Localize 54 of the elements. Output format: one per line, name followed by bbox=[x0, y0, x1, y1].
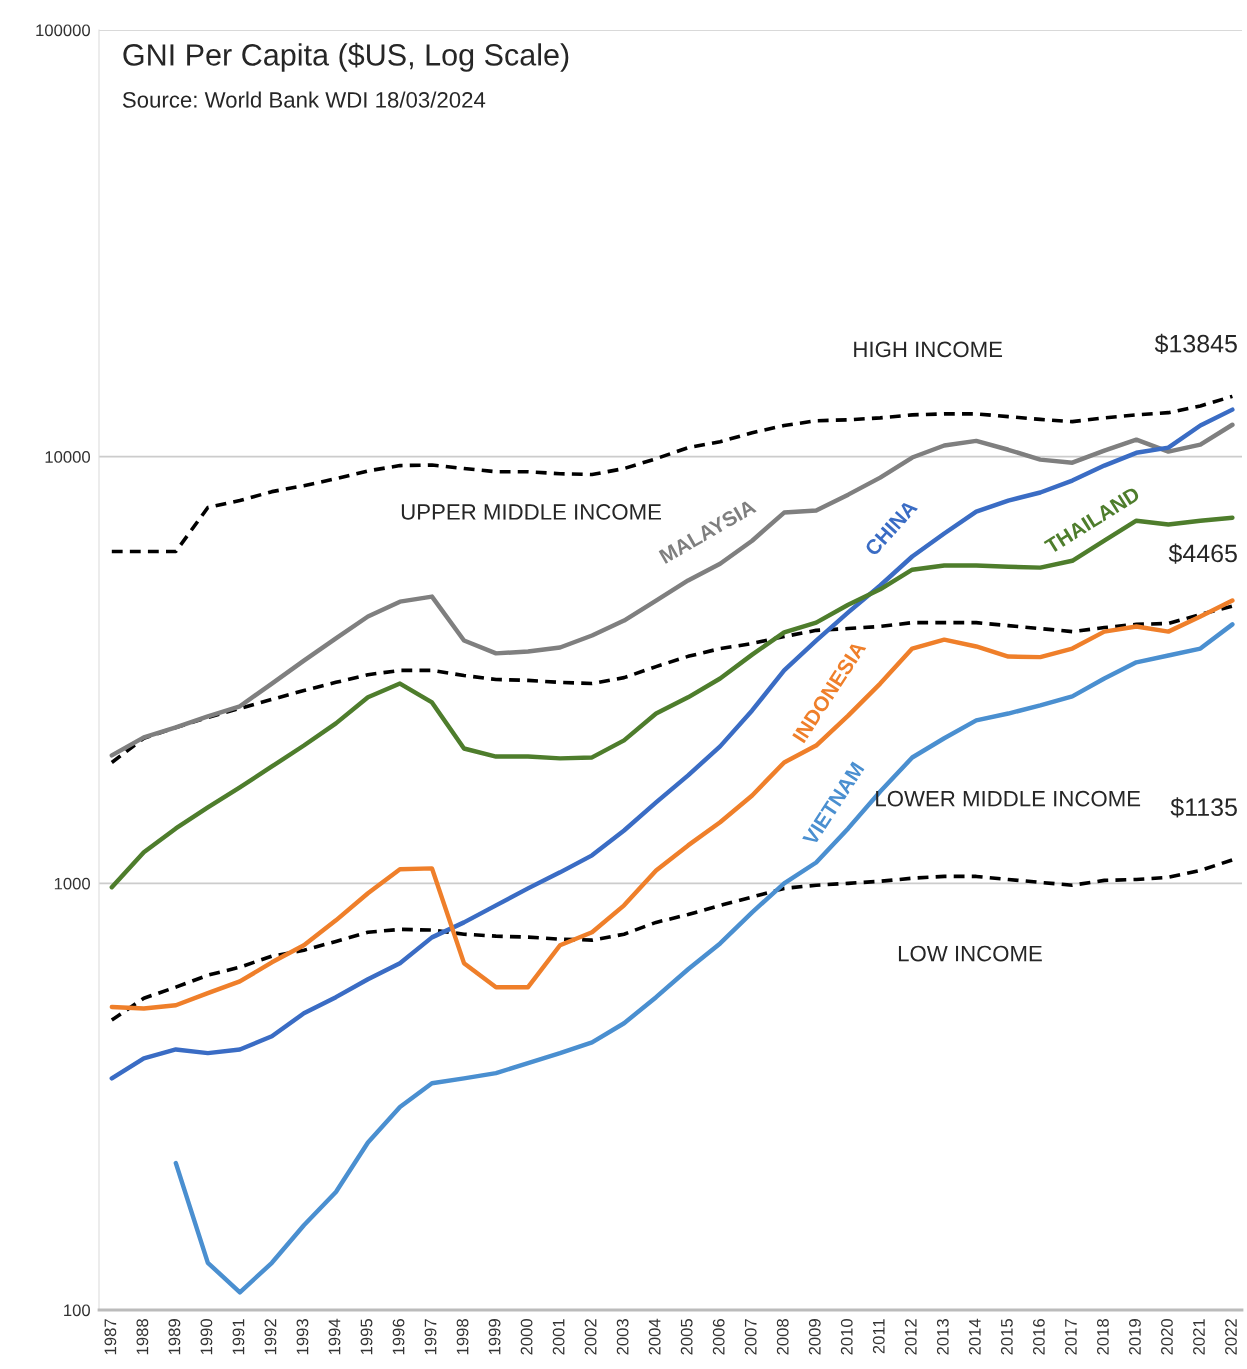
x-tick-label: 1988 bbox=[136, 1319, 149, 1355]
x-tick-label: 2008 bbox=[776, 1319, 789, 1355]
x-tick-label: 1989 bbox=[168, 1319, 181, 1355]
x-tick-label: 1993 bbox=[296, 1319, 309, 1355]
annotation: $4465 bbox=[1168, 543, 1237, 564]
x-tick-label: 2021 bbox=[1193, 1319, 1205, 1355]
x-tick-label: 2018 bbox=[1097, 1319, 1109, 1355]
annotation: $13845 bbox=[1154, 333, 1237, 355]
x-tick-label: 1997 bbox=[424, 1319, 437, 1355]
text: Source: World Bank WDI 18/03/2024 bbox=[122, 91, 486, 108]
x-tick-label: 2001 bbox=[552, 1319, 565, 1355]
annotation: LOWER MIDDLE INCOME bbox=[876, 790, 1141, 807]
chart-title: GNI Per Capita ($US, Log Scale) bbox=[123, 42, 569, 72]
line-series bbox=[109, 598, 1235, 1011]
x-tick-label: 2010 bbox=[840, 1318, 853, 1355]
x-tick-label: 1990 bbox=[200, 1318, 213, 1355]
x-tick-label: 2012 bbox=[904, 1319, 917, 1355]
x-tick-label: 2007 bbox=[744, 1319, 757, 1355]
annotation: LOW INCOME bbox=[898, 945, 1042, 962]
x-tick-label: 1995 bbox=[360, 1319, 373, 1355]
x-tick-label: 2019 bbox=[1129, 1319, 1141, 1355]
x-tick-label: 1987 bbox=[104, 1319, 117, 1355]
x-tick-label: 2003 bbox=[616, 1319, 629, 1355]
x-tick-label: 2009 bbox=[808, 1319, 821, 1355]
line-series bbox=[173, 622, 1235, 1295]
x-tick-label: 2014 bbox=[968, 1318, 981, 1355]
x-tick-label: 2004 bbox=[648, 1318, 661, 1355]
x-tick-label: 2016 bbox=[1032, 1319, 1045, 1355]
y-tick-label: 10000 bbox=[45, 451, 91, 463]
line-series bbox=[109, 422, 1235, 758]
x-tick-label: 2005 bbox=[680, 1319, 693, 1355]
x-tick-label: 2011 bbox=[872, 1319, 885, 1354]
x-tick-label: 2020 bbox=[1161, 1318, 1173, 1355]
x-tick-label: 2000 bbox=[520, 1318, 533, 1355]
x-tick-label: 1991 bbox=[232, 1319, 245, 1355]
x-tick-label: 2002 bbox=[584, 1319, 597, 1355]
y-tick-label: 1000 bbox=[54, 877, 91, 890]
x-tick-label: 1992 bbox=[264, 1319, 277, 1355]
x-tick-label: 2017 bbox=[1064, 1319, 1077, 1355]
y-tick-label: 100000 bbox=[36, 24, 91, 37]
line-series bbox=[109, 407, 1235, 1081]
x-tick-label: 2022 bbox=[1225, 1319, 1237, 1355]
annotation: HIGH INCOME bbox=[854, 341, 1003, 358]
x-tick-label: 2013 bbox=[936, 1319, 949, 1355]
x-tick-label: 2015 bbox=[1000, 1319, 1013, 1355]
x-tick-label: 1994 bbox=[328, 1318, 341, 1355]
annotation: $1135 bbox=[1170, 797, 1237, 818]
y-tick-label: 100 bbox=[64, 1304, 91, 1317]
x-tick-label: 1999 bbox=[488, 1319, 501, 1355]
x-tick-label: 2006 bbox=[712, 1319, 725, 1355]
line-series bbox=[110, 858, 1235, 1022]
x-tick-label: 1996 bbox=[392, 1319, 405, 1355]
x-tick-label: 1998 bbox=[456, 1319, 469, 1355]
annotation: UPPER MIDDLE INCOME bbox=[401, 504, 661, 520]
